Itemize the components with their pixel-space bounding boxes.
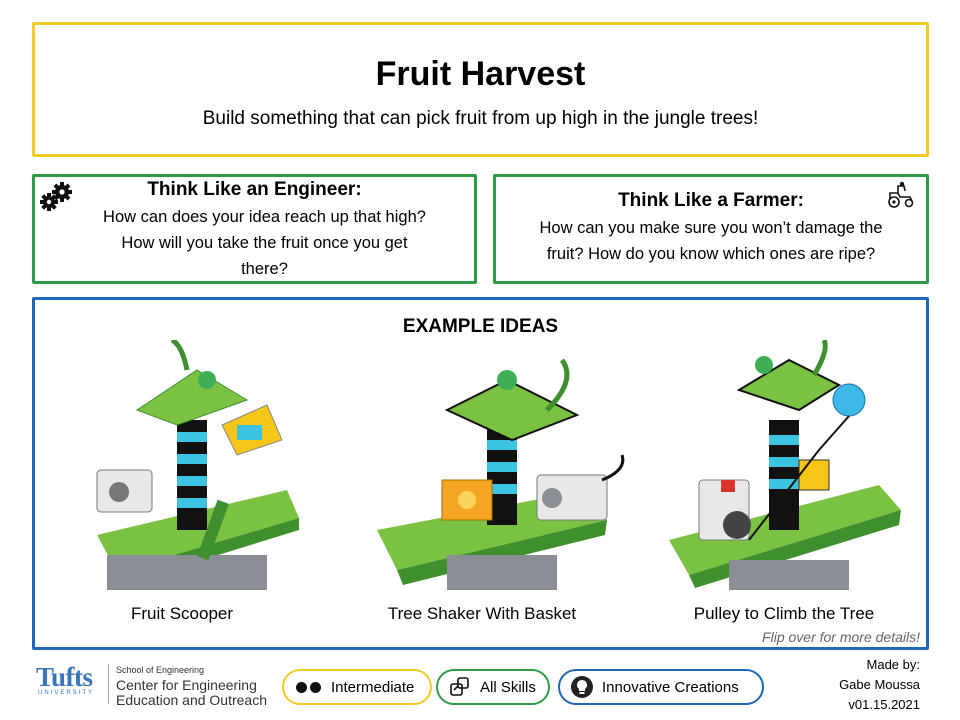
engineer-heading: Think Like an Engineer: — [147, 179, 362, 200]
example-label-3: Pulley to Climb the Tree — [693, 604, 875, 623]
two-dots-icon — [296, 681, 321, 693]
skills-label: All Skills — [480, 678, 536, 696]
title-panel: Fruit Harvest Build something that can p… — [32, 22, 929, 157]
center-name-line-1: Center for Engineering — [116, 677, 257, 693]
flip-over-note: Flip over for more details! — [762, 629, 920, 645]
example-tree-shaker: Tree Shaker With Basket — [337, 340, 627, 640]
type-badge: Innovative Creations — [558, 669, 764, 705]
engineer-panel: Think Like an Engineer: How can does you… — [32, 174, 477, 284]
engineer-line-1: How can does your idea reach up that hig… — [103, 208, 426, 226]
credits: Made by: Gabe Moussa v01.15.2021 — [839, 655, 920, 715]
level-badge: Intermediate — [282, 669, 432, 705]
lightbulb-icon — [571, 676, 593, 698]
farmer-heading: Think Like a Farmer: — [618, 190, 804, 211]
type-label: Innovative Creations — [602, 678, 739, 696]
engineer-line-2: How will you take the fruit once you get — [121, 234, 408, 252]
level-label: Intermediate — [331, 678, 415, 696]
engineer-line-3: there? — [241, 260, 288, 278]
gears-icon — [40, 182, 72, 211]
made-by-label: Made by: — [866, 657, 920, 672]
example-label-1: Fruit Scooper — [130, 604, 234, 623]
tractor-icon — [888, 181, 914, 208]
farmer-questions: How can you make sure you won’t damage t… — [502, 215, 920, 267]
examples-heading: EXAMPLE IDEAS — [402, 316, 559, 337]
example-fruit-scooper: Fruit Scooper — [37, 340, 327, 640]
school-name: School of Engineering — [116, 665, 205, 675]
tufts-university-text: UNIVERSITY — [38, 690, 95, 696]
fruit-scooper-image — [96, 340, 299, 590]
tree-shaker-image — [377, 358, 625, 590]
page-title: Fruit Harvest — [375, 55, 586, 93]
farmer-line-1: How can you make sure you won’t damage t… — [539, 219, 883, 237]
skills-badge: All Skills — [436, 669, 550, 705]
example-label-2: Tree Shaker With Basket — [387, 604, 577, 623]
tufts-logo: Tufts UNIVERSITY School of Engineering C… — [36, 662, 276, 708]
farmer-panel: Think Like a Farmer: How can you make su… — [493, 174, 929, 284]
tufts-wordmark: Tufts — [36, 662, 93, 692]
farmer-line-2: fruit? How do you know which ones are ri… — [546, 245, 876, 263]
logo-divider — [108, 664, 109, 704]
examples-panel: EXAMPLE IDEAS Fruit Scooper — [32, 297, 929, 650]
blocks-icon — [450, 677, 469, 696]
author-name: Gabe Moussa — [839, 677, 920, 692]
center-name-line-2: Education and Outreach — [116, 692, 267, 708]
version-text: v01.15.2021 — [848, 697, 920, 712]
pulley-image — [669, 340, 901, 590]
engineer-questions: How can does your idea reach up that hig… — [55, 204, 474, 282]
page-subtitle: Build something that can pick fruit from… — [202, 108, 759, 129]
example-pulley: Pulley to Climb the Tree — [639, 340, 929, 640]
